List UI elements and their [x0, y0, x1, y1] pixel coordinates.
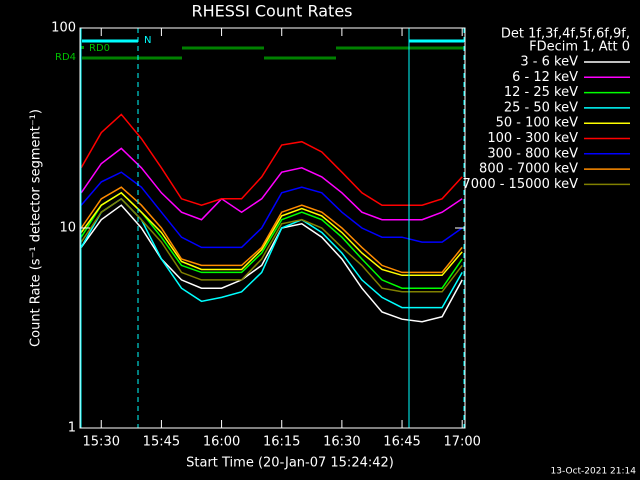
legend-label: 12 - 25 keV	[504, 85, 578, 100]
y-tick-label: 10	[59, 221, 76, 236]
flag-label: RD4	[55, 52, 76, 63]
flag-label: N	[144, 35, 151, 46]
legend-label: 800 - 7000 keV	[479, 162, 578, 177]
x-tick-label: 15:30	[83, 435, 120, 450]
series-line	[80, 204, 463, 323]
legend-label: 6 - 12 keV	[512, 70, 578, 85]
flag-bars	[82, 46, 464, 60]
legend-label: 3 - 6 keV	[520, 55, 578, 70]
x-tick-label: 15:45	[143, 435, 180, 450]
legend-header: FDecim 1, Att 0	[529, 40, 630, 55]
flag-label: RD0	[89, 43, 110, 54]
legend-label: 100 - 300 keV	[487, 131, 578, 146]
series-line	[80, 171, 463, 249]
series-line	[80, 197, 463, 309]
legend-label: 7000 - 15000 keV	[463, 177, 579, 192]
chart-title: RHESSI Count Rates	[192, 2, 353, 21]
legend-header: Det 1f,3f,4f,5f,6f,9f,	[501, 27, 630, 42]
x-tick-label: 16:15	[263, 435, 300, 450]
x-tick-label: 16:00	[203, 435, 240, 450]
y-tick-label: 1	[68, 421, 76, 436]
legend-label: 25 - 50 keV	[504, 100, 578, 115]
y-tick-label: 100	[51, 21, 76, 36]
series-line	[80, 186, 463, 274]
x-axis-label: Start Time (20-Jan-07 15:24:42)	[186, 456, 394, 471]
x-tick-label: 16:45	[383, 435, 420, 450]
timestamp: 13-Oct-2021 21:14	[551, 467, 637, 477]
series-line	[80, 191, 463, 277]
legend-label: 50 - 100 keV	[496, 116, 579, 131]
plot	[80, 113, 463, 323]
y-axis-label: Count Rate (s⁻¹ detector segment⁻¹)	[29, 109, 44, 347]
legend-label: 300 - 800 keV	[487, 146, 578, 161]
flag-marker	[81, 46, 84, 49]
series-line	[80, 147, 463, 221]
series-line	[80, 113, 463, 206]
x-tick-label: 16:30	[323, 435, 360, 450]
x-tick-label: 17:00	[443, 435, 480, 450]
series-line	[80, 197, 463, 293]
